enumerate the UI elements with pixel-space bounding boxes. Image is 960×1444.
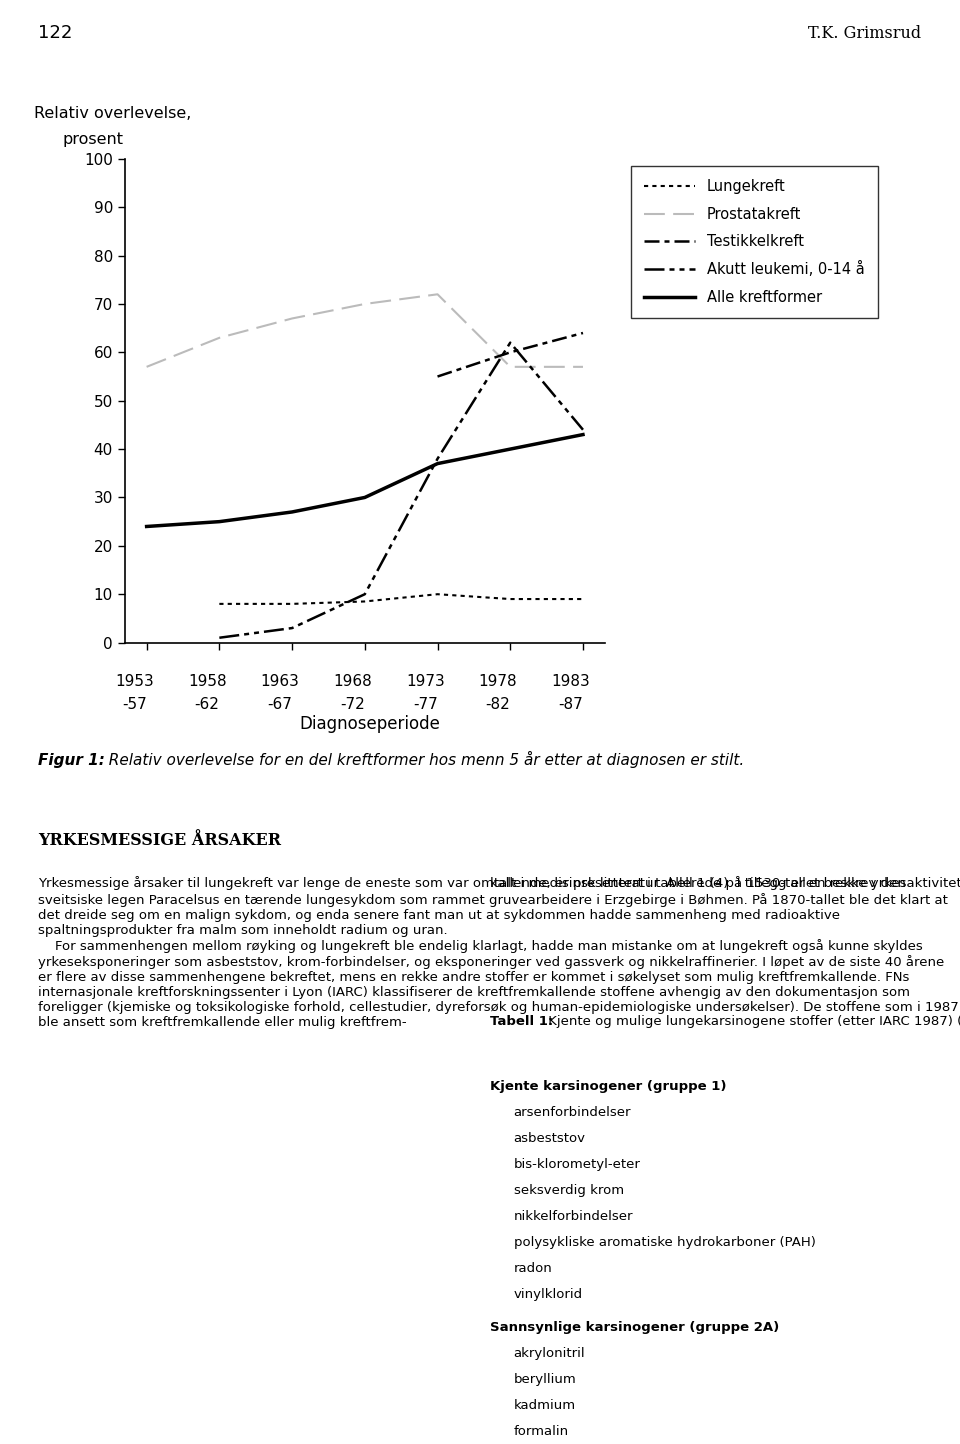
Text: 1978: 1978 [479,674,517,689]
Text: asbeststov: asbeststov [514,1132,586,1145]
Text: beryllium: beryllium [514,1373,576,1386]
Text: YRKESMESSIGE ÅRSAKER: YRKESMESSIGE ÅRSAKER [38,832,281,849]
Text: bis-klorometyl-eter: bis-klorometyl-eter [514,1158,640,1171]
Text: 1958: 1958 [188,674,227,689]
Legend: Lungekreft, Prostatakreft, Testikkelkreft, Akutt leukemi, 0-14 å, Alle kreftform: Lungekreft, Prostatakreft, Testikkelkref… [632,166,878,318]
Text: -72: -72 [340,697,365,712]
Text: Kjente karsinogener (gruppe 1): Kjente karsinogener (gruppe 1) [490,1080,726,1093]
Text: radon: radon [514,1262,552,1275]
Text: akrylonitril: akrylonitril [514,1347,586,1360]
Text: -67: -67 [268,697,292,712]
Text: Figur 1:: Figur 1: [38,754,106,768]
Text: 1953: 1953 [115,674,154,689]
Text: kadmium: kadmium [514,1399,576,1412]
Text: -62: -62 [195,697,220,712]
Text: arsenforbindelser: arsenforbindelser [514,1106,631,1119]
Text: vinylklorid: vinylklorid [514,1288,583,1301]
Text: seksverdig krom: seksverdig krom [514,1184,624,1197]
Text: -82: -82 [486,697,511,712]
Text: nikkelforbindelser: nikkelforbindelser [514,1210,633,1223]
Text: -57: -57 [122,697,147,712]
Text: Yrkesmessige årsaker til lungekreft var lenge de eneste som var omtalt i medisin: Yrkesmessige årsaker til lungekreft var … [38,877,959,1030]
Text: 1968: 1968 [333,674,372,689]
Text: 1973: 1973 [406,674,444,689]
Text: T.K. Grimsrud: T.K. Grimsrud [808,25,922,42]
Text: Relativ overlevelse,: Relativ overlevelse, [34,107,191,121]
Text: Diagnoseperiode: Diagnoseperiode [300,715,440,734]
Text: Relativ overlevelse for en del kreftformer hos menn 5 år etter at diagnosen er s: Relativ overlevelse for en del kreftform… [99,751,744,768]
Text: formalin: formalin [514,1425,568,1438]
Text: kallende, er presentert i tabell 1 (4). I tillegg er en rekke yrkesaktiviteter v: kallende, er presentert i tabell 1 (4). … [490,877,960,891]
Text: -77: -77 [413,697,438,712]
Text: Sannsynlige karsinogener (gruppe 2A): Sannsynlige karsinogener (gruppe 2A) [490,1321,779,1334]
Text: Tabell 1:: Tabell 1: [490,1015,553,1028]
Text: prosent: prosent [62,133,124,147]
Text: Kjente og mulige lungekarsinogene stoffer (etter IARC 1987) (4).: Kjente og mulige lungekarsinogene stoffe… [544,1015,960,1028]
Text: 122: 122 [38,23,73,42]
Text: 1963: 1963 [260,674,300,689]
Text: polysykliske aromatiske hydrokarboner (PAH): polysykliske aromatiske hydrokarboner (P… [514,1236,815,1249]
Text: 1983: 1983 [551,674,590,689]
Text: -87: -87 [559,697,583,712]
